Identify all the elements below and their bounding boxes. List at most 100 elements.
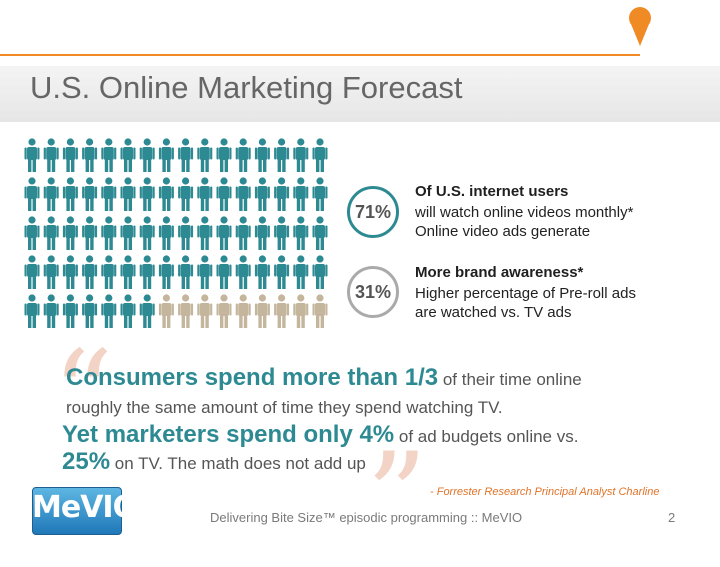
stat-line-1b: Online video ads generate: [415, 223, 591, 240]
person-icon: [312, 255, 328, 289]
person-icon: [274, 294, 290, 328]
person-icon: [293, 294, 309, 328]
person-icon: [101, 294, 117, 328]
person-icon: [274, 216, 290, 250]
person-icon: [101, 138, 117, 172]
person-icon: [197, 255, 213, 289]
person-icon: [178, 177, 194, 211]
person-icon: [62, 255, 78, 289]
stat-line-2b: are watched vs. TV ads: [415, 304, 572, 321]
person-icon: [62, 138, 78, 172]
person-icon: [101, 216, 117, 250]
person-icon: [216, 138, 232, 172]
person-icon: [197, 177, 213, 211]
person-icon: [62, 177, 78, 211]
person-icon: [139, 177, 155, 211]
stat-heading-2: More brand awareness*: [415, 264, 584, 281]
quote-text-4: on TV. The math does not add up: [110, 454, 366, 473]
mevio-logo: [32, 487, 122, 535]
person-icon: [216, 255, 232, 289]
person-icon: [216, 177, 232, 211]
stat-percent-31: 31%: [354, 282, 392, 302]
stat-line-1a: will watch online videos monthly*: [415, 204, 634, 221]
person-icon: [293, 177, 309, 211]
person-icon: [274, 255, 290, 289]
person-icon: [62, 216, 78, 250]
person-icon: [43, 177, 59, 211]
stat-circle-31: [347, 266, 399, 318]
person-icon: [139, 138, 155, 172]
person-icon: [293, 216, 309, 250]
logo-text: MeVIO: [32, 490, 138, 525]
close-quote-icon: ”: [366, 428, 428, 567]
person-icon: [24, 138, 40, 172]
person-icon: [254, 177, 270, 211]
person-icon: [158, 138, 174, 172]
person-icon: [274, 138, 290, 172]
quote-attribution: - Forrester Research Principal Analyst C…: [430, 486, 660, 498]
person-icon: [178, 294, 194, 328]
person-icon: [216, 216, 232, 250]
quote-highlight-3: 25%: [62, 448, 111, 475]
person-icon: [82, 294, 98, 328]
person-icon: [235, 138, 251, 172]
quote-line-2: roughly the same amount of time they spe…: [66, 398, 503, 417]
footer-tagline: Delivering Bite Size™ episodic programmi…: [210, 510, 523, 525]
header-divider-line: [0, 54, 640, 56]
person-icon: [82, 177, 98, 211]
person-icon: [235, 177, 251, 211]
person-icon: [312, 177, 328, 211]
person-icon: [197, 294, 213, 328]
person-icon: [24, 294, 40, 328]
title-bar: [0, 66, 720, 122]
page-number: 2: [668, 510, 676, 525]
person-icon: [293, 138, 309, 172]
person-icon: [24, 216, 40, 250]
open-quote-icon: “: [52, 326, 114, 465]
person-icon: [158, 177, 174, 211]
quote-line-4: 25% on TV. The math does not add up: [62, 448, 366, 476]
page-title: U.S. Online Marketing Forecast: [30, 70, 463, 105]
person-icon: [235, 255, 251, 289]
person-icon: [312, 138, 328, 172]
person-icon: [43, 255, 59, 289]
person-icon: [254, 216, 270, 250]
person-icon: [139, 255, 155, 289]
person-icon: [101, 177, 117, 211]
person-icon: [312, 216, 328, 250]
person-icon: [120, 177, 136, 211]
stat-heading-1: Of U.S. internet users: [415, 183, 569, 200]
person-icon: [178, 138, 194, 172]
person-icon: [178, 255, 194, 289]
person-icon: [312, 294, 328, 328]
person-icon: [158, 294, 174, 328]
person-icon: [24, 177, 40, 211]
person-icon: [293, 255, 309, 289]
quote-text-3: of ad budgets online vs.: [394, 427, 579, 446]
person-icon: [139, 216, 155, 250]
stat-circle-71: [347, 186, 399, 238]
person-icon: [101, 255, 117, 289]
quote-line-3: Yet marketers spend only 4% of ad budget…: [62, 421, 578, 449]
person-icon: [120, 216, 136, 250]
person-icon: [235, 216, 251, 250]
people-pictogram: [24, 138, 328, 328]
quote-line-1: Consumers spend more than 1/3 of their t…: [66, 364, 582, 392]
person-icon: [82, 138, 98, 172]
person-icon: [197, 138, 213, 172]
stat-percent-71: 71%: [354, 202, 392, 222]
person-icon: [62, 294, 78, 328]
person-icon: [120, 138, 136, 172]
quote-text-1: of their time online: [438, 370, 582, 389]
person-icon: [254, 138, 270, 172]
quote-highlight-1: Consumers spend more than 1/3: [66, 364, 439, 391]
person-icon: [178, 216, 194, 250]
person-icon: [216, 294, 232, 328]
person-icon: [82, 216, 98, 250]
map-pin-icon: [629, 7, 651, 46]
stat-line-2a: Higher percentage of Pre-roll ads: [415, 285, 636, 302]
person-icon: [43, 216, 59, 250]
person-icon: [120, 255, 136, 289]
person-icon: [235, 294, 251, 328]
person-icon: [254, 255, 270, 289]
